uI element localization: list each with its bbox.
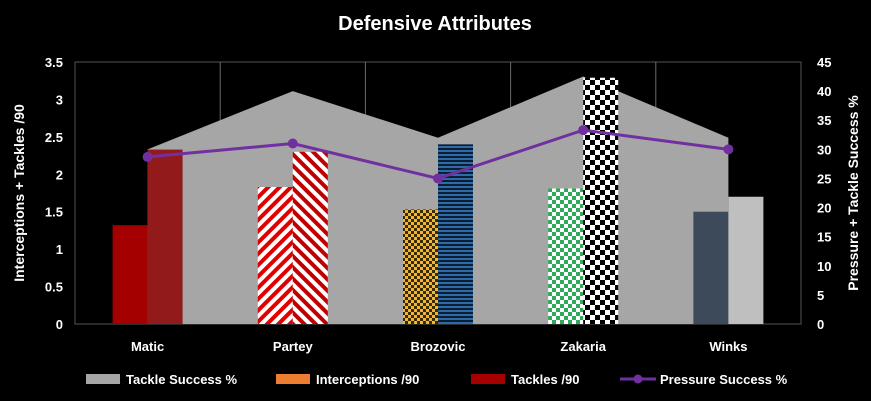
x-category-label: Brozovic [411, 339, 466, 354]
legend-label: Pressure Success % [660, 372, 788, 387]
x-category-label: Zakaria [560, 339, 606, 354]
y-axis-right-title: Pressure + Tackle Success % [845, 95, 861, 291]
y-left-tick-label: 0.5 [45, 280, 63, 295]
y-left-tick-label: 1.5 [45, 205, 63, 220]
tackles-bar [292, 151, 328, 324]
y-right-tick-label: 35 [817, 113, 831, 128]
interceptions-bar [403, 209, 438, 324]
y-right-tick-label: 5 [817, 288, 824, 303]
legend-marker [633, 374, 643, 384]
y-right-tick-label: 10 [817, 259, 831, 274]
legend-swatch [276, 374, 310, 384]
y-left-tick-label: 3 [56, 92, 63, 107]
x-category-label: Matic [131, 339, 164, 354]
y-right-tick-label: 0 [817, 317, 824, 332]
y-left-tick-label: 1 [56, 242, 63, 257]
y-axis-left-title: Interceptions + Tackles /90 [11, 104, 27, 282]
legend-swatch [471, 374, 505, 384]
y-left-tick-label: 2 [56, 167, 63, 182]
legend-swatch [86, 374, 120, 384]
legend: Tackle Success % Interceptions /90 Tackles… [86, 372, 788, 387]
x-category-label: Partey [273, 339, 314, 354]
tackles-bar [728, 196, 764, 324]
y-left-tick-label: 2.5 [45, 130, 63, 145]
y-right-tick-label: 30 [817, 142, 831, 157]
y-right-tick-label: 15 [817, 230, 831, 245]
pressure-success-line-layer [142, 125, 734, 184]
legend-label: Tackles /90 [511, 372, 579, 387]
interceptions-bar [548, 188, 584, 324]
interceptions-bar [257, 187, 293, 324]
pressure-success-point [287, 138, 298, 149]
legend-label: Tackle Success % [126, 372, 237, 387]
interceptions-bar [693, 211, 729, 324]
pressure-success-point [142, 151, 153, 162]
tackles-bar [583, 77, 619, 324]
bars-layer [112, 77, 764, 324]
y-right-tick-label: 40 [817, 84, 831, 99]
y-left-tick-label: 0 [56, 317, 63, 332]
interceptions-bar [112, 225, 148, 324]
y-right-tick-label: 20 [817, 201, 831, 216]
x-category-label: Winks [709, 339, 747, 354]
tackles-bar [438, 144, 473, 324]
pressure-success-point [578, 125, 589, 136]
y-right-tick-label: 45 [817, 55, 831, 70]
pressure-success-point [723, 144, 734, 155]
chart-title: Defensive Attributes [338, 13, 532, 35]
y-right-tick-label: 25 [817, 171, 831, 186]
axes-layer: 0 0.5 1 1.5 2 2.5 3 3.5 0 5 10 15 20 25 30 35 40 45 Matic P… [45, 55, 832, 354]
pressure-success-point [433, 173, 443, 184]
y-left-tick-label: 3.5 [45, 55, 63, 70]
tackles-bar [147, 149, 183, 324]
legend-label: Interceptions /90 [316, 372, 419, 387]
